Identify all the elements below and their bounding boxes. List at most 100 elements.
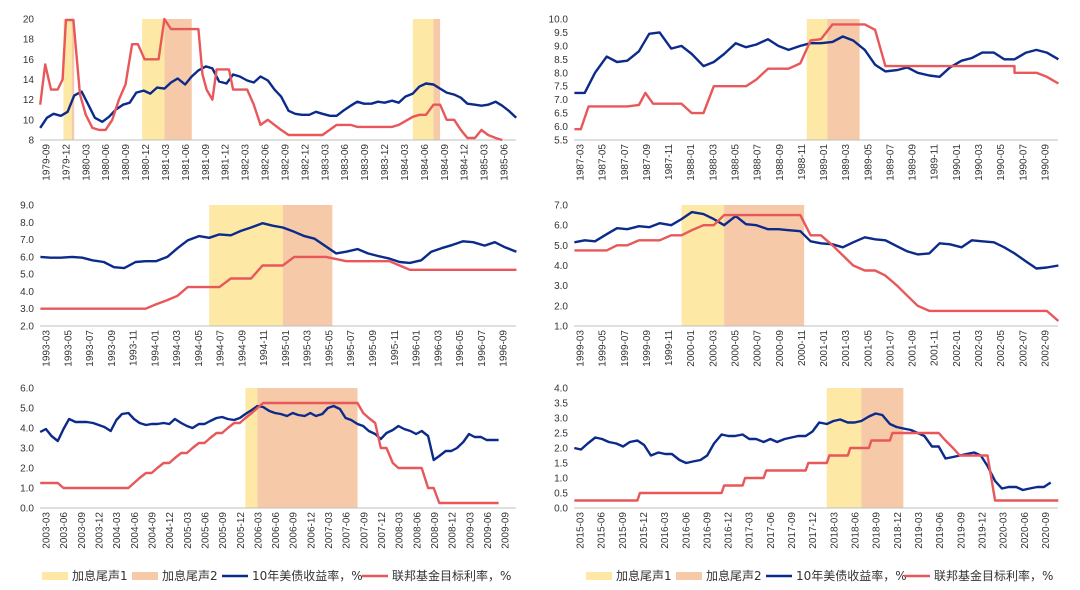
shade2-band xyxy=(282,205,333,326)
x-tick-label: 1984-12 xyxy=(460,144,471,181)
y-tick-label: 1.0 xyxy=(554,474,568,485)
fed-funds-rate-line xyxy=(574,213,1060,322)
x-tick-label: 2003-12 xyxy=(94,512,105,549)
y-tick-label: 4.0 xyxy=(554,261,568,272)
ten-year-yield-line xyxy=(40,222,517,270)
x-tick-label: 2003-06 xyxy=(59,512,70,549)
x-tick-label: 2009-06 xyxy=(483,512,494,549)
x-tick-label: 2017-09 xyxy=(787,512,798,549)
shade1-band xyxy=(412,19,434,140)
chart-panel-5: 0.0 1.0 2.0 3.0 4.0 5.0 6.0 2003-03 2003-06 2003-… xyxy=(20,384,516,549)
x-tick-label: 1981-03 xyxy=(161,144,172,181)
legend-shade2-swatch xyxy=(676,572,702,580)
y-tick-label: 20 xyxy=(23,15,35,26)
y-tick-label: 10.0 xyxy=(549,15,569,26)
x-tick-label: 1983-12 xyxy=(380,144,391,181)
y-tick-label: 4.0 xyxy=(554,384,568,395)
y-tick-label: 3.0 xyxy=(554,414,568,425)
x-tick-label: 2020-06 xyxy=(1020,512,1031,549)
fed-funds-rate-line xyxy=(40,401,499,505)
legend-shade1-swatch xyxy=(586,572,612,580)
x-tick-label: 1999-09 xyxy=(642,330,653,367)
x-tick-label: 2006-12 xyxy=(306,512,317,549)
x-tick-label: 2002-05 xyxy=(996,330,1007,367)
y-tick-label: 12 xyxy=(23,95,35,106)
x-tick-label: 1990-07 xyxy=(1018,144,1029,181)
x-tick-label: 2015-12 xyxy=(639,512,650,549)
legend-ten-year-label: 10年美债收益率，% xyxy=(796,568,907,583)
x-tick-label: 2007-06 xyxy=(342,512,353,549)
shade1-band xyxy=(681,205,725,326)
x-tick-label: 2000-09 xyxy=(775,330,786,367)
y-tick-label: 7.0 xyxy=(554,201,568,212)
x-tick-label: 1990-09 xyxy=(1040,144,1051,181)
x-tick-label: 1982-12 xyxy=(300,144,311,181)
x-tick-label: 2007-09 xyxy=(359,512,370,549)
x-tick-label: 1999-05 xyxy=(598,330,609,367)
y-tick-label: 3.0 xyxy=(20,444,34,455)
x-tick-label: 1999-11 xyxy=(664,330,675,366)
y-tick-label: 7.5 xyxy=(554,82,568,93)
y-tick-label: 7.0 xyxy=(554,95,568,106)
x-tick-label: 1987-09 xyxy=(642,144,653,181)
x-tick-label: 1983-03 xyxy=(320,144,331,181)
chart-panel-3: 2.0 3.0 4.0 5.0 6.0 7.0 8.0 9.0 1993-03 1993-05 19… xyxy=(20,201,517,367)
x-tick-label: 2006-03 xyxy=(253,512,264,549)
x-tick-label: 1989-11 xyxy=(930,144,941,180)
y-tick-label: 18 xyxy=(23,35,35,46)
y-tick-label: 6.0 xyxy=(554,122,568,133)
x-tick-label: 2008-12 xyxy=(448,512,459,549)
x-tick-label: 1988-09 xyxy=(775,144,786,181)
x-tick-label: 2016-03 xyxy=(660,512,671,549)
x-tick-label: 1980-09 xyxy=(121,144,132,181)
y-tick-label: 9.5 xyxy=(554,28,568,39)
x-tick-label: 2018-12 xyxy=(893,512,904,549)
x-tick-label: 2003-03 xyxy=(42,512,53,549)
x-tick-label: 1985-06 xyxy=(500,144,511,181)
x-tick-label: 2004-03 xyxy=(112,512,123,549)
chart-panel-1: 8 10 12 14 16 18 20 1979-09 1979-12 1980-03 1980-0… xyxy=(23,15,518,181)
x-tick-label: 2020-03 xyxy=(999,512,1010,549)
x-tick-label: 1987-05 xyxy=(598,144,609,181)
fed-funds-rate-line xyxy=(39,17,503,142)
x-tick-label: 1980-03 xyxy=(81,144,92,181)
x-tick-label: 2001-01 xyxy=(819,330,830,367)
x-tick-label: 2005-12 xyxy=(236,512,247,549)
x-tick-label: 1994-07 xyxy=(216,330,227,367)
x-tick-label: 1999-07 xyxy=(620,330,631,367)
y-tick-label: 8.0 xyxy=(20,218,34,229)
x-tick-label: 1983-09 xyxy=(360,144,371,181)
x-tick-label: 1980-06 xyxy=(101,144,112,181)
legend-shade2-label: 加息尾声2 xyxy=(162,568,218,583)
y-tick-label: 5.0 xyxy=(554,241,568,252)
fed-funds-rate-line xyxy=(574,23,1060,131)
shade2-band xyxy=(71,19,75,140)
x-tick-label: 1987-07 xyxy=(620,144,631,181)
x-tick-label: 2015-06 xyxy=(597,512,608,549)
x-tick-label: 2019-06 xyxy=(935,512,946,549)
x-tick-label: 2006-06 xyxy=(271,512,282,549)
x-tick-label: 2018-03 xyxy=(829,512,840,549)
x-tick-label: 1989-05 xyxy=(863,144,874,181)
legend-shade1-swatch xyxy=(42,572,68,580)
y-tick-label: 8 xyxy=(28,136,34,147)
y-tick-label: 6.0 xyxy=(554,221,568,232)
y-tick-label: 5.5 xyxy=(554,136,568,147)
chart-panel-4: 1.0 2.0 3.0 4.0 5.0 6.0 7.0 1999-03 1999-05 1999-… xyxy=(554,201,1060,367)
x-tick-label: 1989-09 xyxy=(908,144,919,181)
y-tick-label: 0.0 xyxy=(554,504,568,515)
x-tick-label: 2000-07 xyxy=(753,330,764,367)
x-tick-label: 2020-09 xyxy=(1041,512,1052,549)
x-tick-label: 1996-05 xyxy=(455,330,466,367)
x-tick-label: 1984-06 xyxy=(420,144,431,181)
y-tick-label: 2.0 xyxy=(554,301,568,312)
y-tick-label: 0.0 xyxy=(20,504,34,515)
legend-fed-rate-label: 联邦基金目标利率，% xyxy=(392,568,511,583)
x-tick-label: 1993-03 xyxy=(42,330,53,367)
x-tick-label: 2005-06 xyxy=(200,512,211,549)
y-tick-label: 3.0 xyxy=(554,281,568,292)
x-tick-label: 1989-03 xyxy=(841,144,852,181)
y-tick-label: 7.0 xyxy=(20,235,34,246)
legend-shade1-label: 加息尾声1 xyxy=(616,568,672,583)
x-tick-label: 2002-07 xyxy=(1018,330,1029,367)
